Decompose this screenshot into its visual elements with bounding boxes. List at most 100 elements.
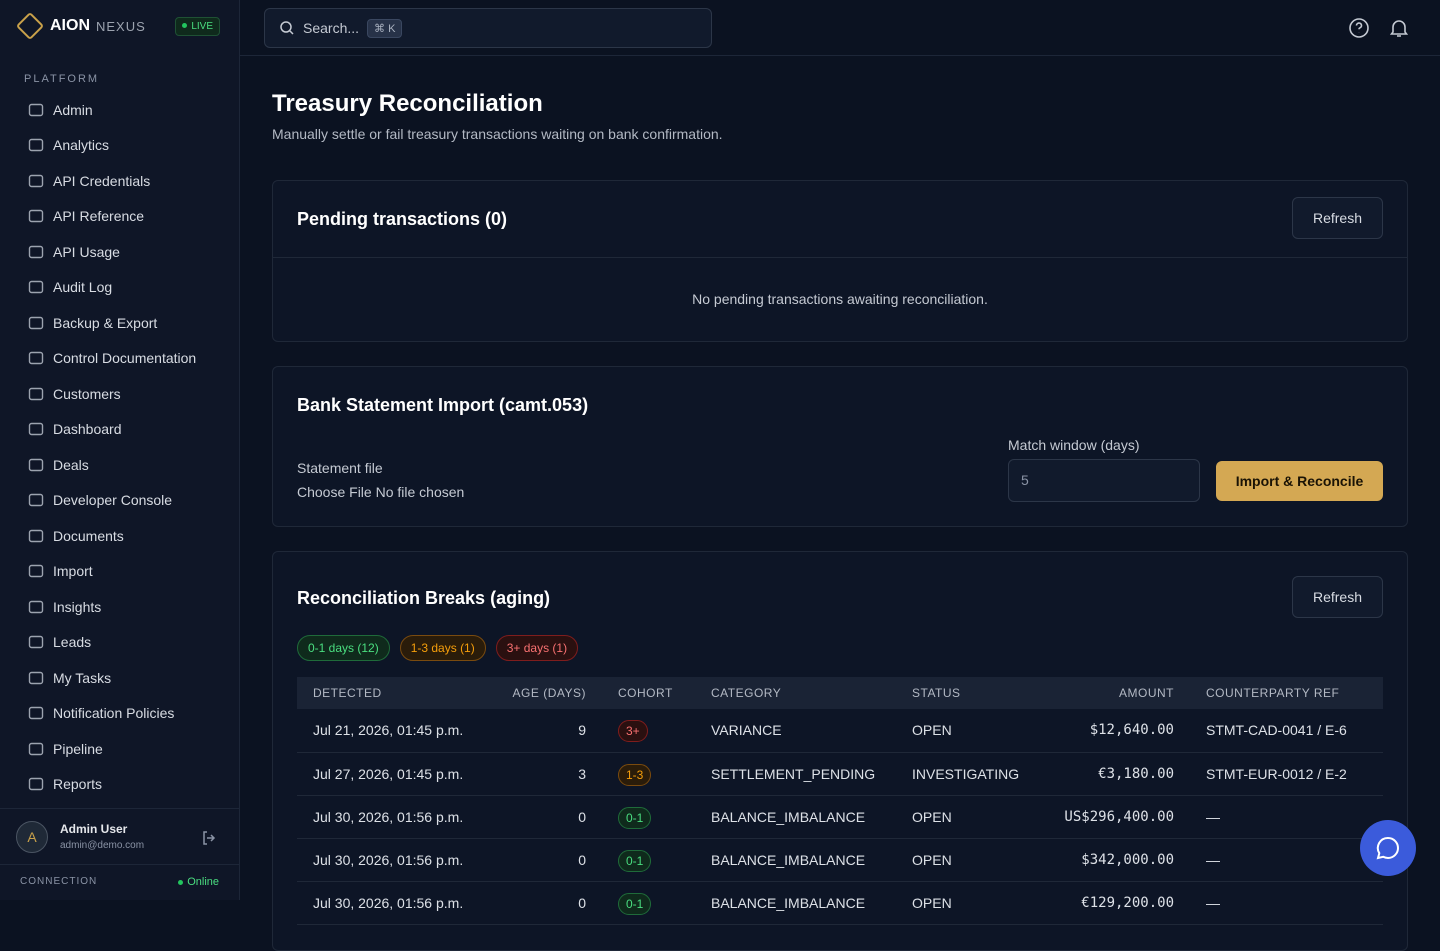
window-input[interactable]: 5	[1008, 459, 1200, 502]
page: AION NEXUS LIVE PLATFORM Admin Analytics AP…	[0, 0, 1440, 900]
filter-pill[interactable]: 1-3 days (1)	[399, 635, 486, 661]
nav-icon	[28, 671, 44, 684]
table-row[interactable]: Jul 30, 2026, 01:56 p.m. 0 0-1 BALANCE_IMBA…	[297, 795, 1383, 839]
nav-label: Dashboard	[53, 421, 122, 438]
nav-label: API Credentials	[53, 172, 151, 189]
pending-card: Pending transactions (0) Refresh No pend…	[272, 180, 1408, 342]
import-button[interactable]: Import & Reconcile	[1216, 461, 1383, 501]
nav-icon	[28, 494, 44, 507]
nav-item[interactable]: API Reference	[0, 199, 240, 235]
search[interactable]: Search... ⌘ K	[264, 8, 712, 48]
connection-status: Online	[178, 876, 219, 888]
nav-item[interactable]: Dashboard	[0, 412, 240, 448]
nav-item[interactable]: Analytics	[0, 128, 240, 164]
page-subtitle: Manually settle or fail treasury transac…	[272, 126, 723, 142]
file-input[interactable]: Choose File No file chosen	[297, 484, 464, 500]
column-header: AGE (DAYS)	[495, 677, 602, 709]
nav-label: Audit Log	[53, 279, 113, 296]
avatar[interactable]: A	[16, 821, 48, 853]
filter-pill[interactable]: 3+ days (1)	[495, 635, 579, 661]
nav-icon	[28, 458, 44, 471]
nav-label: Analytics	[53, 137, 110, 154]
cell: BALANCE_IMBALANCE	[695, 795, 896, 839]
file-label: Statement file	[297, 460, 383, 476]
cell: 3+	[602, 709, 695, 753]
help[interactable]	[1348, 17, 1370, 39]
nav-label: Developer Console	[53, 492, 173, 509]
nav-item[interactable]: Customers	[0, 376, 240, 412]
notifications[interactable]	[1388, 17, 1410, 39]
cell: 3	[495, 752, 602, 796]
cell: Jul 30, 2026, 01:56 p.m.	[297, 795, 495, 839]
cell: BALANCE_IMBALANCE	[695, 881, 896, 925]
chat-button[interactable]	[1360, 820, 1416, 876]
cell: €129,200.00	[1046, 881, 1190, 925]
nav-item[interactable]: Leads	[0, 625, 240, 661]
search-placeholder: Search...	[303, 20, 360, 36]
brand-name: AION	[50, 17, 90, 34]
brand: AION NEXUS LIVE	[15, 11, 220, 41]
nav-item[interactable]: Developer Console	[0, 483, 240, 519]
breaks-card: Reconciliation Breaks (aging) Refresh 0-…	[272, 551, 1408, 951]
cell: $342,000.00	[1046, 838, 1190, 882]
nav-item[interactable]: Pipeline	[0, 731, 240, 767]
table-row[interactable]: Jul 30, 2026, 01:56 p.m. 0 0-1 BALANCE_IMBA…	[297, 838, 1383, 882]
cell: Jul 30, 2026, 01:56 p.m.	[297, 838, 495, 882]
cell: 9	[495, 709, 602, 753]
cell: STMT-CAD-0041 / E-6	[1190, 709, 1383, 753]
file-button[interactable]: Choose File	[297, 484, 372, 500]
logout[interactable]	[201, 830, 217, 846]
breaks-table: DETECTED AGE (DAYS) COHORT CATEGORY STATUS AM…	[297, 677, 1383, 925]
nav-item[interactable]: My Tasks	[0, 660, 240, 696]
nav-section: PLATFORM	[24, 73, 100, 85]
nav-icon	[28, 529, 44, 542]
nav-item[interactable]: API Credentials	[0, 163, 240, 199]
user-email: admin@demo.com	[60, 840, 145, 851]
nav-item[interactable]: Admin	[0, 92, 240, 128]
nav-label: Import	[53, 563, 93, 580]
nav-label: Control Documentation	[53, 350, 197, 367]
cell: BALANCE_IMBALANCE	[695, 838, 896, 882]
nav-item[interactable]: Audit Log	[0, 270, 240, 306]
nav-item[interactable]: Import	[0, 554, 240, 590]
nav-item[interactable]: Backup & Export	[0, 305, 240, 341]
nav-icon	[28, 245, 44, 258]
nav-icon	[28, 742, 44, 755]
nav-label: My Tasks	[53, 669, 112, 686]
cell: Jul 27, 2026, 01:45 p.m.	[297, 752, 495, 796]
brand-suffix: NEXUS	[96, 18, 146, 34]
nav-icon	[28, 352, 44, 365]
cell: —	[1190, 795, 1383, 839]
nav-item[interactable]: Reports	[0, 767, 240, 803]
cell: OPEN	[896, 795, 1046, 839]
refresh-button[interactable]: Refresh	[1291, 197, 1383, 239]
file-status: No file chosen	[375, 484, 465, 500]
cell: STMT-EUR-0012 / E-2	[1190, 752, 1383, 796]
filter-pill[interactable]: 0-1 days (12)	[297, 635, 390, 661]
nav-item[interactable]: API Usage	[0, 234, 240, 270]
table-row[interactable]: Jul 27, 2026, 01:45 p.m. 3 1-3 SETTLEMENT_P…	[297, 752, 1383, 796]
table-row[interactable]: Jul 30, 2026, 01:56 p.m. 0 0-1 BALANCE_IMBA…	[297, 881, 1383, 925]
column-header: COHORT	[602, 677, 695, 709]
search-icon	[280, 21, 294, 35]
nav-item[interactable]: Documents	[0, 518, 240, 554]
nav-item[interactable]: Control Documentation	[0, 341, 240, 377]
nav-label: Admin	[53, 101, 93, 118]
cell: 0	[495, 881, 602, 925]
nav-item[interactable]: Deals	[0, 447, 240, 483]
cell: 0-1	[602, 881, 695, 925]
cell: $12,640.00	[1046, 709, 1190, 753]
cell: Jul 21, 2026, 01:45 p.m.	[297, 709, 495, 753]
nav-item[interactable]: Insights	[0, 589, 240, 625]
nav: Admin Analytics API Credentials API Referen…	[0, 92, 240, 802]
table-row[interactable]: Jul 21, 2026, 01:45 p.m. 9 3+ VARIANCE OPEN $…	[297, 709, 1383, 753]
column-header: STATUS	[896, 677, 1046, 709]
nav-item[interactable]: Notification Policies	[0, 696, 240, 732]
cell: —	[1190, 881, 1383, 925]
nav-label: Insights	[53, 598, 102, 615]
column-header: CATEGORY	[695, 677, 896, 709]
refresh-button[interactable]: Refresh	[1291, 576, 1383, 618]
cohort-badge: 0-1	[618, 892, 652, 915]
column-header: AMOUNT	[1046, 677, 1190, 709]
card-title: Bank Statement Import (camt.053)	[297, 395, 589, 415]
